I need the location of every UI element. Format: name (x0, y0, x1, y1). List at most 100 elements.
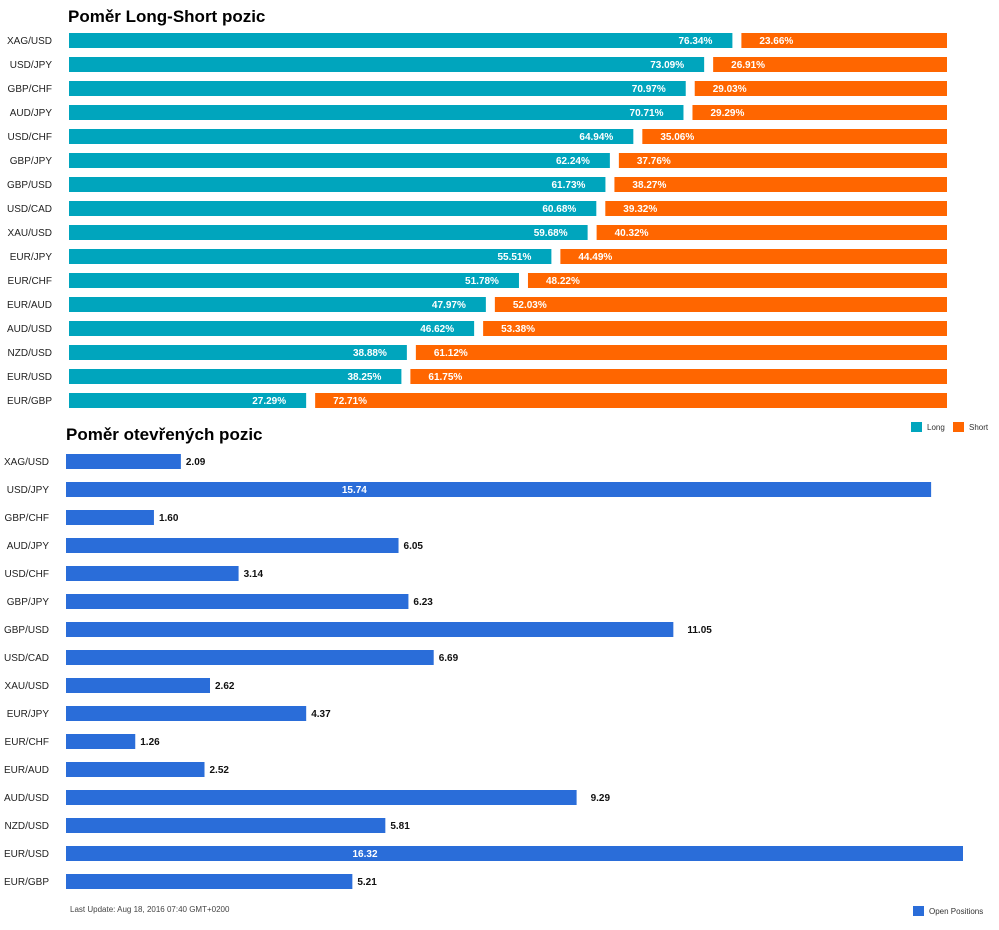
long-bar (69, 249, 552, 264)
category-label: USD/CHF (5, 569, 49, 580)
category-label: USD/JPY (10, 60, 53, 71)
long-value-label: 46.62% (420, 324, 454, 335)
open-positions-value-label: 2.09 (186, 457, 206, 468)
long-bar (69, 369, 402, 384)
category-label: EUR/USD (7, 372, 52, 383)
open-positions-bar (66, 510, 154, 525)
long-value-label: 61.73% (552, 180, 586, 191)
short-value-label: 48.22% (546, 276, 580, 287)
category-label: EUR/JPY (7, 709, 50, 720)
legend-short-label: Short (969, 423, 989, 432)
open-positions-value-label: 2.62 (215, 681, 235, 692)
short-value-label: 29.03% (713, 84, 747, 95)
category-label: EUR/GBP (7, 396, 52, 407)
short-value-label: 40.32% (615, 228, 649, 239)
category-label: USD/JPY (7, 485, 50, 496)
open-positions-value-label: 5.81 (390, 821, 410, 832)
long-value-label: 27.29% (252, 396, 286, 407)
short-bar (315, 393, 947, 408)
open-positions-value-label: 5.21 (357, 877, 377, 888)
open-positions-value-label: 15.74 (342, 485, 367, 496)
category-label: EUR/CHF (5, 737, 49, 748)
legend-long-swatch (911, 422, 922, 432)
open-positions-bar (66, 650, 434, 665)
long-bar (69, 273, 519, 288)
legend-open-positions-label: Open Positions (929, 907, 983, 916)
category-label: NZD/USD (5, 821, 49, 832)
short-bar (642, 129, 947, 144)
short-bar (618, 153, 947, 168)
open-positions-bar (66, 762, 205, 777)
long-bar (69, 153, 610, 168)
legend-long-label: Long (927, 423, 945, 432)
category-label: AUD/USD (4, 793, 49, 804)
open-positions-value-label: 3.14 (244, 569, 264, 580)
category-label: EUR/AUD (7, 300, 52, 311)
open-positions-bar (66, 566, 239, 581)
open-positions-bar (66, 790, 577, 805)
category-label: XAU/USD (5, 681, 49, 692)
short-bar (560, 249, 947, 264)
category-label: AUD/USD (7, 324, 52, 335)
open-positions-bar (66, 846, 963, 861)
short-value-label: 44.49% (578, 252, 612, 263)
open-positions-value-label: 6.05 (404, 541, 424, 552)
category-label: NZD/USD (8, 348, 52, 359)
short-bar (596, 225, 947, 240)
category-label: AUD/JPY (7, 541, 50, 552)
legend-open-positions-swatch (913, 906, 924, 916)
open-positions-bar (66, 678, 211, 693)
long-bar (69, 57, 705, 72)
short-bar (483, 321, 947, 336)
short-value-label: 52.03% (513, 300, 547, 311)
category-label: USD/CHF (8, 132, 52, 143)
short-value-label: 39.32% (623, 204, 657, 215)
legend-short-swatch (953, 422, 964, 432)
category-label: XAG/USD (7, 36, 52, 47)
long-bar (69, 321, 475, 336)
category-label: GBP/CHF (8, 84, 52, 95)
open-positions-value-label: 16.32 (352, 849, 377, 860)
category-label: GBP/CHF (5, 513, 49, 524)
long-value-label: 70.97% (632, 84, 666, 95)
open-positions-value-label: 4.37 (311, 709, 331, 720)
open-positions-bar (66, 482, 932, 497)
long-bar (69, 33, 733, 48)
long-bar (69, 105, 684, 120)
open-positions-bar (66, 874, 353, 889)
long-bar (69, 177, 606, 192)
short-value-label: 23.66% (759, 36, 793, 47)
long-value-label: 51.78% (465, 276, 499, 287)
short-bar (692, 105, 947, 120)
open-positions-value-label: 9.29 (591, 793, 611, 804)
short-bar (494, 297, 947, 312)
long-value-label: 38.25% (347, 372, 381, 383)
open-positions-bar (66, 594, 409, 609)
long-value-label: 47.97% (432, 300, 466, 311)
long-bar (69, 297, 486, 312)
category-label: EUR/USD (4, 849, 49, 860)
short-bar (614, 177, 947, 192)
long-value-label: 73.09% (650, 60, 684, 71)
open-positions-bar (66, 622, 674, 637)
open-positions-bar (66, 538, 399, 553)
category-label: GBP/JPY (7, 597, 50, 608)
short-value-label: 61.12% (434, 348, 468, 359)
category-label: GBP/JPY (10, 156, 53, 167)
long-value-label: 64.94% (579, 132, 613, 143)
short-bar (713, 57, 947, 72)
long-short-chart-title: Poměr Long-Short pozic (68, 7, 266, 26)
short-value-label: 53.38% (501, 324, 535, 335)
open-positions-value-label: 1.60 (159, 513, 179, 524)
open-positions-bar (66, 706, 307, 721)
open-positions-value-label: 6.69 (439, 653, 459, 664)
open-positions-value-label: 11.05 (687, 625, 712, 636)
long-value-label: 76.34% (678, 36, 712, 47)
short-bar (605, 201, 947, 216)
category-label: USD/CAD (7, 204, 52, 215)
category-label: EUR/JPY (10, 252, 53, 263)
short-value-label: 61.75% (428, 372, 462, 383)
short-bar (415, 345, 947, 360)
category-label: EUR/GBP (4, 877, 49, 888)
